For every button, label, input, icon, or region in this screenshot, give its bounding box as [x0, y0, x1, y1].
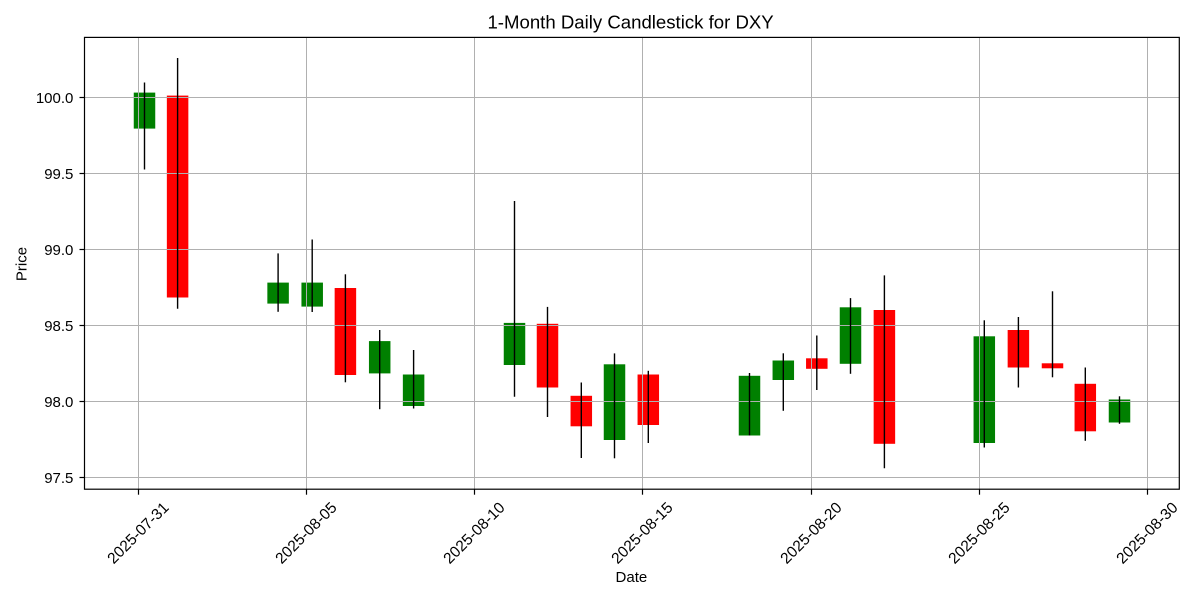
- svg-text:99.5: 99.5: [44, 166, 73, 183]
- svg-text:99.0: 99.0: [44, 242, 73, 259]
- svg-text:100.0: 100.0: [36, 90, 74, 107]
- svg-text:98.0: 98.0: [44, 394, 73, 411]
- svg-text:98.5: 98.5: [44, 318, 73, 335]
- svg-text:Date: Date: [616, 569, 648, 586]
- svg-text:1-Month Daily Candlestick for: 1-Month Daily Candlestick for DXY: [487, 11, 773, 32]
- svg-text:97.5: 97.5: [44, 470, 73, 487]
- svg-text:Price: Price: [14, 247, 31, 281]
